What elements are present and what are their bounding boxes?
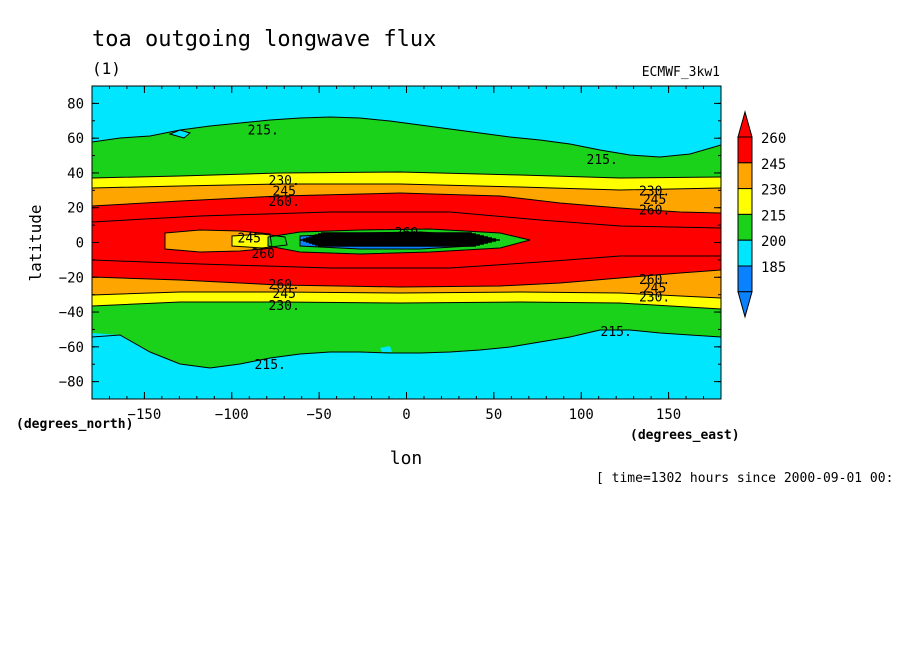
colorbar-segment bbox=[737, 213, 753, 241]
y-axis-title: latitude bbox=[26, 204, 45, 281]
contour-lines bbox=[92, 116, 721, 369]
contour-label: 230. bbox=[269, 174, 300, 189]
contour-label: 260. bbox=[269, 278, 300, 293]
x-tick-label: −100 bbox=[215, 407, 249, 423]
y-tick-label: −60 bbox=[59, 340, 84, 356]
y-tick-label: −80 bbox=[59, 375, 84, 391]
colorbar-segment bbox=[737, 136, 753, 164]
colorbar-label: 245 bbox=[761, 157, 786, 173]
y-tick-label: 0 bbox=[76, 236, 84, 252]
x-tick-label: −150 bbox=[128, 407, 162, 423]
contour-label: 245 bbox=[238, 231, 261, 246]
contour-245-north bbox=[92, 183, 721, 191]
contour-label: 230. bbox=[269, 299, 300, 314]
contour-label: 260 bbox=[251, 247, 274, 262]
contour-label: 260. bbox=[639, 203, 670, 218]
contour-245-equatorial bbox=[231, 233, 288, 249]
chart-title: toa outgoing longwave flux bbox=[92, 27, 436, 52]
contour-260-inner-north bbox=[92, 211, 721, 229]
contour-260-inner-south bbox=[92, 255, 721, 269]
contour-230-south bbox=[92, 301, 721, 310]
y-tick-label: 80 bbox=[67, 96, 84, 112]
x-tick-label: 50 bbox=[485, 407, 502, 423]
colorbar-above-arrow bbox=[737, 110, 753, 138]
contour-label: 215. bbox=[255, 358, 286, 373]
y-tick-label: −40 bbox=[59, 305, 84, 321]
colorbar: 260 245 230 215 200 185 bbox=[737, 110, 786, 319]
contour-label: 215. bbox=[248, 123, 279, 138]
chart-subtitle: (1) bbox=[92, 59, 121, 78]
contour-215-south bbox=[92, 329, 721, 369]
contour-label: 245 bbox=[272, 184, 295, 199]
small-cyan-spot-south bbox=[380, 346, 392, 352]
x-tick-label: −50 bbox=[306, 407, 331, 423]
colorbar-below-arrow bbox=[737, 291, 753, 319]
colorbar-segment bbox=[737, 162, 753, 190]
x-tick-label: 0 bbox=[402, 407, 410, 423]
dataset-label: ECMWF_3kw1 bbox=[642, 65, 720, 80]
contour-label: 215. bbox=[587, 153, 618, 168]
x-unit-label: (degrees_east) bbox=[630, 428, 740, 443]
y-tick-label: 40 bbox=[67, 166, 84, 182]
contour-260-north bbox=[92, 192, 721, 214]
contour-label: 215. bbox=[601, 325, 632, 340]
x-axis: −150 −100 −50 0 50 100 150 bbox=[108, 86, 705, 423]
contour-label: 245 bbox=[643, 282, 666, 297]
colorbar-label: 200 bbox=[761, 234, 786, 250]
contour-260-south bbox=[92, 269, 721, 288]
colorbar-label: 185 bbox=[761, 260, 786, 276]
colorbar-label: 260 bbox=[761, 131, 786, 147]
colorbar-label: 230 bbox=[761, 183, 786, 199]
contour-215-north bbox=[92, 116, 721, 158]
contour-230-north bbox=[92, 171, 721, 179]
contour-230-core bbox=[267, 228, 531, 255]
contour-label: 245 bbox=[643, 193, 666, 208]
contour-small-spot bbox=[168, 129, 192, 139]
contour-label: 230. bbox=[639, 290, 670, 305]
y-tick-label: 20 bbox=[67, 201, 84, 217]
contour-label: 260 bbox=[395, 226, 418, 241]
time-note: [ time=1302 hours since 2000-09-01 00: bbox=[596, 471, 893, 486]
x-tick-label: 150 bbox=[656, 407, 681, 423]
y-axis: 80 60 40 20 0 −20 −40 −60 −80 bbox=[59, 85, 721, 400]
contour-label: 260. bbox=[639, 273, 670, 288]
y-tick-label: −20 bbox=[59, 270, 84, 286]
contour-label: 260. bbox=[269, 195, 300, 210]
contour-245-south bbox=[92, 291, 721, 299]
colorbar-segment bbox=[737, 239, 753, 267]
x-tick-label: 100 bbox=[569, 407, 594, 423]
colorbar-segment bbox=[737, 188, 753, 215]
contour-260-equatorial bbox=[164, 229, 273, 253]
contour-label: 245 bbox=[272, 287, 295, 302]
colorbar-segment bbox=[737, 265, 753, 293]
x-axis-title: lon bbox=[390, 448, 423, 469]
dense-core-contours bbox=[300, 232, 500, 247]
y-tick-label: 60 bbox=[67, 131, 84, 147]
y-unit-label: (degrees_north) bbox=[16, 417, 133, 432]
contour-labels: 215.215.230.245260.230.245260.2602452602… bbox=[238, 123, 671, 373]
contour-label: 230. bbox=[639, 184, 670, 199]
colorbar-label: 215 bbox=[761, 208, 786, 224]
